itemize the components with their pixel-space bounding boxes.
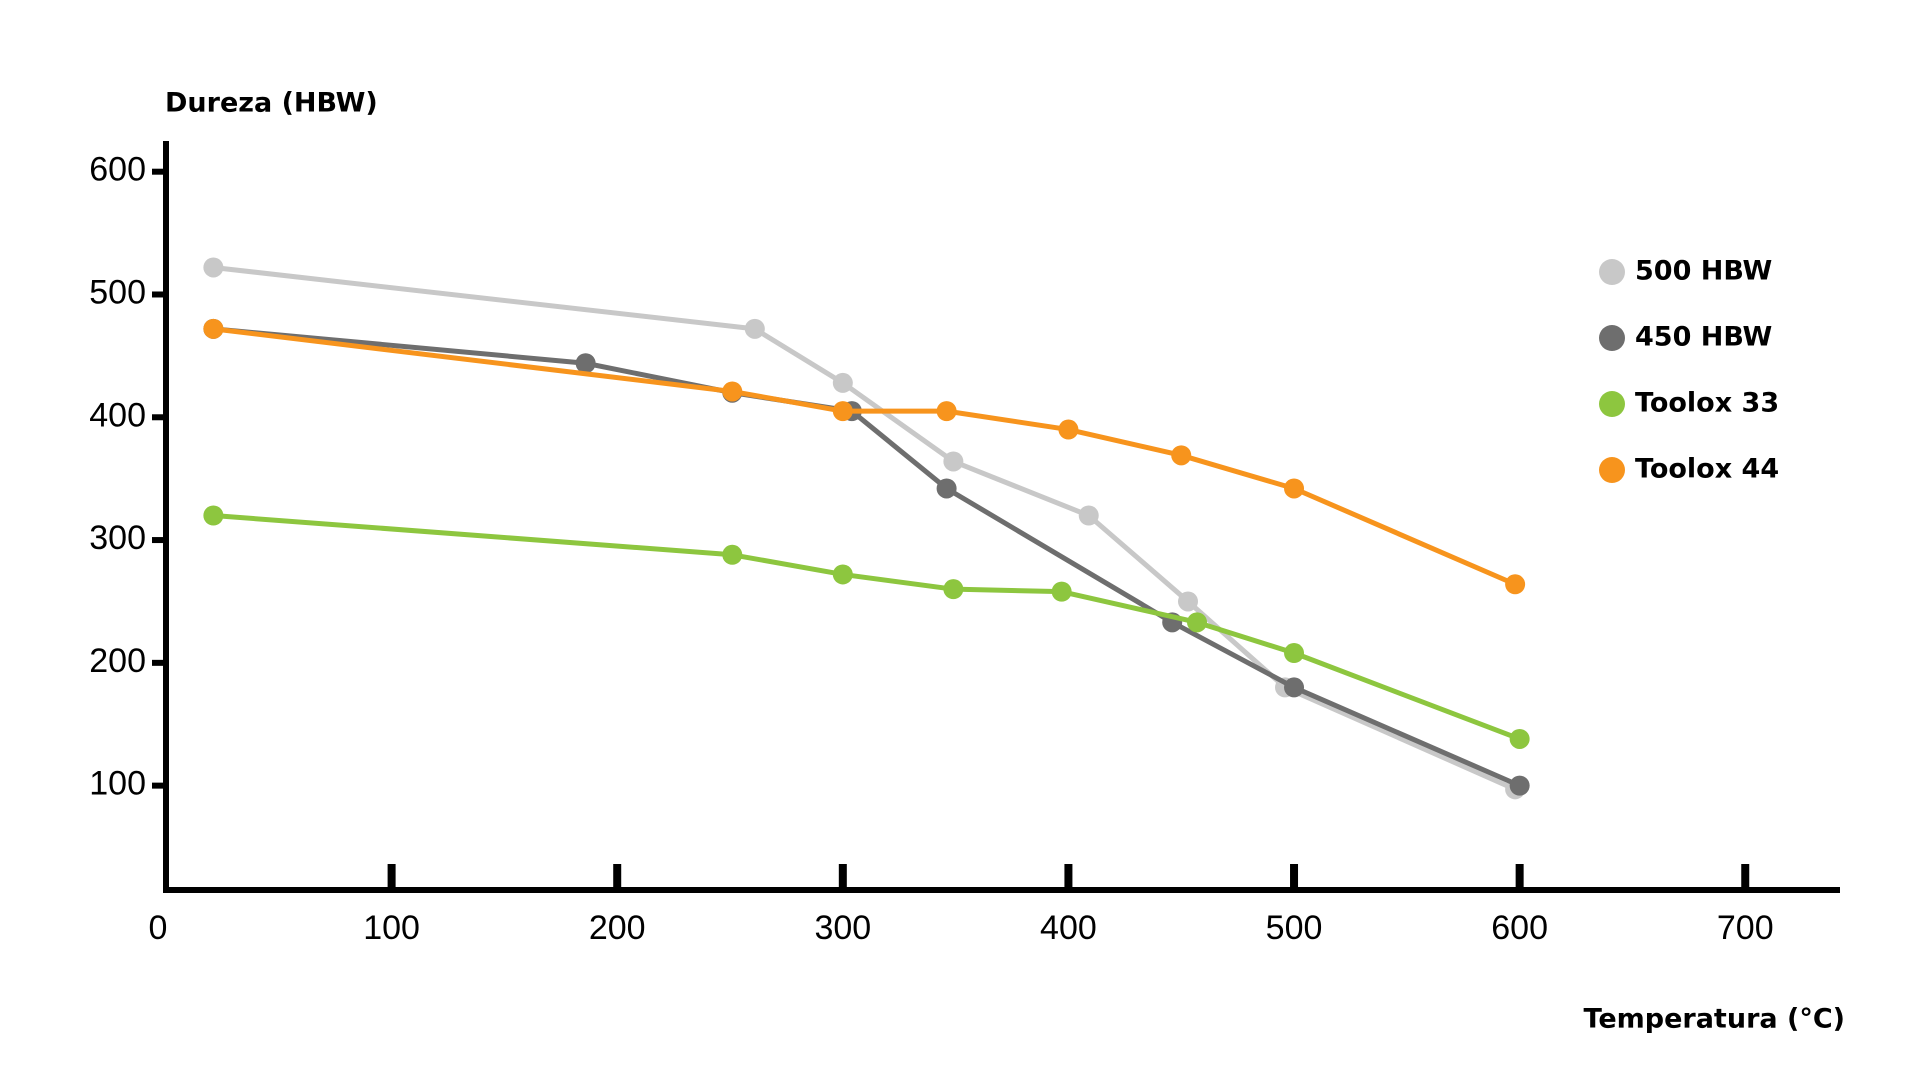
- data-point: [744, 318, 765, 339]
- x-tick-label: 0: [149, 909, 168, 947]
- x-axis-label: Temperatura (°C): [1583, 1004, 1845, 1035]
- x-tick-label: 300: [814, 909, 871, 947]
- data-point: [943, 579, 964, 600]
- data-point: [1177, 591, 1198, 612]
- x-tick-label: 700: [1717, 909, 1774, 947]
- x-tick-label: 200: [589, 909, 646, 947]
- data-point: [203, 257, 224, 278]
- y-tick-label: 200: [89, 642, 146, 680]
- series-line: [213, 513, 1521, 742]
- legend-marker: [1599, 259, 1625, 285]
- legend-label: 450 HBW: [1635, 322, 1772, 353]
- data-point: [832, 564, 853, 585]
- data-point: [936, 478, 957, 499]
- data-point: [203, 318, 224, 339]
- data-point: [1509, 728, 1530, 749]
- legend-label: Toolox 33: [1635, 388, 1779, 419]
- x-tick-label: 400: [1040, 909, 1097, 947]
- data-point: [575, 353, 596, 374]
- x-tick-label: 600: [1491, 909, 1548, 947]
- legend-marker: [1599, 325, 1625, 351]
- y-tick-label: 600: [89, 151, 146, 189]
- series-line: [213, 326, 1521, 788]
- data-point: [832, 401, 853, 422]
- series-line: [213, 326, 1517, 587]
- data-point: [1505, 574, 1526, 595]
- data-point: [1187, 612, 1208, 633]
- y-tick-label: 100: [89, 765, 146, 803]
- legend-marker: [1599, 391, 1625, 417]
- x-tick-label: 500: [1266, 909, 1323, 947]
- data-point: [1058, 419, 1079, 440]
- data-point: [943, 451, 964, 472]
- data-point: [722, 544, 743, 565]
- data-point: [1051, 581, 1072, 602]
- legend-label: 500 HBW: [1635, 256, 1772, 287]
- data-point: [722, 381, 743, 402]
- y-tick-label: 400: [89, 396, 146, 434]
- legend-marker: [1599, 457, 1625, 483]
- y-tick-label: 500: [89, 273, 146, 311]
- data-point: [1509, 775, 1530, 796]
- legend-label: Toolox 44: [1635, 454, 1779, 485]
- data-point: [1284, 478, 1305, 499]
- y-axis-label: Dureza (HBW): [165, 88, 378, 119]
- x-tick-label: 100: [363, 909, 420, 947]
- data-point: [936, 401, 957, 422]
- y-tick-label: 300: [89, 519, 146, 557]
- data-point: [1284, 677, 1305, 698]
- data-point: [1078, 505, 1099, 526]
- data-point: [832, 372, 853, 393]
- data-point: [1171, 445, 1192, 466]
- data-point: [1284, 643, 1305, 664]
- data-point: [203, 505, 224, 526]
